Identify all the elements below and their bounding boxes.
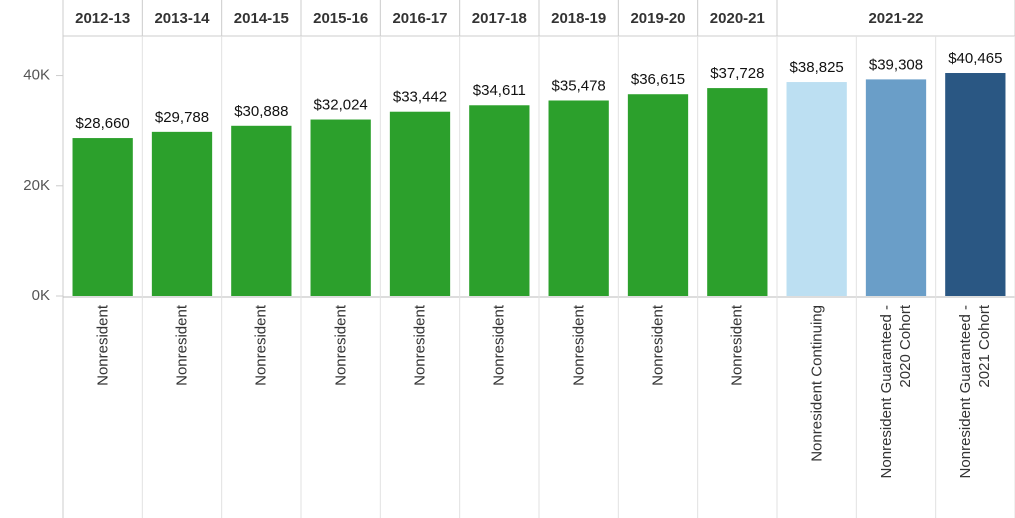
bar xyxy=(151,131,213,296)
bar xyxy=(310,119,371,297)
group-header: 2021-22 xyxy=(868,10,923,27)
bar xyxy=(231,125,292,296)
value-label: $33,442 xyxy=(393,89,447,106)
category-label: Nonresident Guaranteed - 2021 Cohort xyxy=(957,305,994,479)
category-label: Nonresident xyxy=(490,305,508,386)
bar xyxy=(627,94,689,296)
y-tick-label: 20K xyxy=(23,177,50,194)
value-label: $39,308 xyxy=(869,56,923,73)
group-header: 2015-16 xyxy=(313,10,368,27)
value-label: $40,465 xyxy=(948,50,1002,67)
category-label: Nonresident xyxy=(173,305,191,386)
group-header: 2013-14 xyxy=(154,10,210,27)
bar xyxy=(469,105,530,296)
category-label: Nonresident xyxy=(411,305,429,386)
bar xyxy=(945,73,1006,296)
category-label: Nonresident Guaranteed - 2020 Cohort xyxy=(878,305,914,479)
category-label: Nonresident xyxy=(728,305,746,386)
value-label: $36,615 xyxy=(631,71,685,88)
category-label: Nonresident Continuing xyxy=(808,305,826,462)
value-label: $30,888 xyxy=(234,103,288,120)
group-header: 2020-21 xyxy=(710,10,765,27)
category-label: Nonresident xyxy=(332,305,350,386)
group-header: 2012-13 xyxy=(75,10,130,27)
value-label: $37,728 xyxy=(710,65,764,82)
category-label: Nonresident xyxy=(570,305,588,386)
group-header: 2014-15 xyxy=(234,10,289,27)
y-tick-label: 0K xyxy=(32,287,50,304)
group-header: 2017-18 xyxy=(472,10,527,27)
value-label: $32,024 xyxy=(314,96,368,113)
group-header: 2019-20 xyxy=(630,10,685,27)
group-header: 2018-19 xyxy=(551,10,606,27)
bar xyxy=(72,138,133,296)
value-label: $38,825 xyxy=(790,59,844,76)
value-label: $35,478 xyxy=(552,77,606,94)
category-label: Nonresident xyxy=(649,305,667,386)
category-label: Nonresident xyxy=(94,305,112,386)
bar xyxy=(865,79,927,296)
value-label: $29,788 xyxy=(155,109,209,126)
bar xyxy=(707,88,768,296)
bar xyxy=(548,100,609,296)
bar xyxy=(786,82,847,296)
y-tick-label: 40K xyxy=(23,67,50,84)
value-label: $28,660 xyxy=(76,115,130,132)
group-header: 2016-17 xyxy=(392,10,447,27)
bar xyxy=(389,111,451,297)
value-label: $34,611 xyxy=(473,82,526,99)
category-label: Nonresident xyxy=(252,305,270,386)
